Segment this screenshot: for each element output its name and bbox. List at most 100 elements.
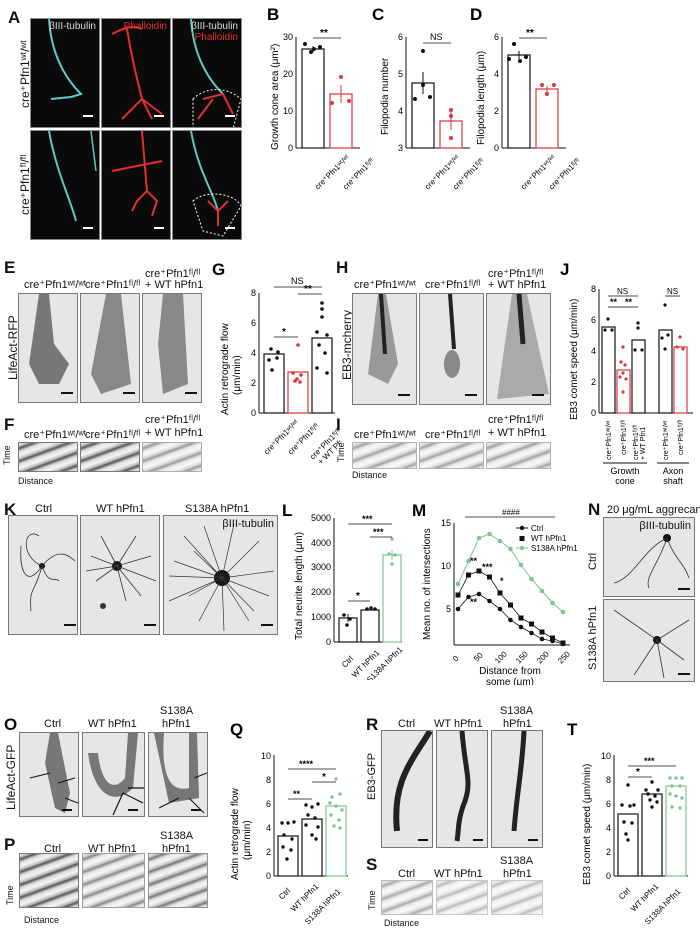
distance-axis-label: Distance [24,915,60,925]
svg-text:4: 4 [606,823,611,833]
svg-text:0: 0 [606,871,611,881]
micrograph-e-wt [18,293,78,403]
svg-text:100: 100 [493,649,509,665]
svg-text:Distance from: Distance from [479,666,541,677]
panel-label-n: N [588,500,601,519]
svg-text:6: 6 [494,32,499,42]
col-label: S138A [500,705,534,717]
svg-text:***: *** [482,562,493,572]
svg-text:Growth: Growth [610,466,639,476]
kymograph-s-wt [436,880,488,915]
row-label-eb3-gfp: EB3-GFP [366,752,378,800]
col-label: Ctrl [44,843,62,855]
col-label: hPfn1 [162,843,191,855]
row-label-s138a: S138A hPfn1 [587,605,599,670]
svg-text:2: 2 [266,847,271,857]
svg-text:4: 4 [266,823,271,833]
svg-text:####: #### [502,508,520,517]
svg-text:shaft: shaft [663,476,683,485]
svg-text:10: 10 [283,106,293,116]
svg-text:S138A hPfn1: S138A hPfn1 [531,544,578,553]
micrograph-o-ctrl [19,732,79,817]
col-label: WT hPfn1 [434,868,483,880]
svg-text:NS: NS [617,287,628,296]
col-label: hPfn1 [162,718,191,730]
svg-text:4: 4 [398,106,403,116]
micrograph-a-flfl-phalloidin [101,130,171,240]
svg-text:NS: NS [430,32,443,42]
micrograph-k-ctrl [8,515,78,635]
kymograph-f-wt [18,442,78,472]
col-label: cre⁺Pfn1ʷᵗ/ʷᵗ [24,279,87,291]
svg-text:250: 250 [556,649,572,665]
svg-text:10: 10 [441,561,451,571]
micrograph-n-s138a [603,599,695,682]
svg-text:200: 200 [535,649,551,665]
svg-text:WT hPfn1: WT hPfn1 [531,534,567,543]
kymograph-p-wt [82,853,145,908]
svg-text:4: 4 [494,69,499,79]
svg-text:M: M [412,501,426,520]
distance-axis-label: Distance [18,476,54,486]
col-label: + WT hPfn1 [488,279,547,291]
svg-text:0: 0 [266,871,271,881]
stain-label: βIII-tubulin [639,520,691,532]
svg-text:cre⁺Pfn1ʷᵗ/ʷᵗ: cre⁺Pfn1ʷᵗ/ʷᵗ [606,420,613,460]
svg-text:NS: NS [291,276,304,286]
svg-text:150: 150 [514,649,530,665]
stain-label: Phalloidin [194,32,238,43]
kymograph-p-ctrl [19,853,79,908]
col-label: cre⁺Pfn1ᶠˡ/ᶠˡ [145,268,201,280]
svg-text:*: * [356,591,360,602]
svg-text:some (μm): some (μm) [486,677,534,685]
svg-text:Total neurite length (μm): Total neurite length (μm) [294,532,305,640]
svg-text:2: 2 [494,106,499,116]
svg-text:0: 0 [451,654,461,664]
n-title: 20 μg/mL aggrecan [607,504,700,516]
svg-text:3000: 3000 [311,562,331,572]
svg-text:Ctrl: Ctrl [277,886,292,901]
time-axis-label: Time [2,445,12,465]
svg-text:cone: cone [615,476,635,485]
panel-label-o: O [4,715,18,734]
svg-text:cre⁺Pfn1ᶠˡ/ᶠˡ: cre⁺Pfn1ᶠˡ/ᶠˡ [621,420,628,455]
panel-label-a: A [8,8,21,27]
svg-text:***: *** [644,756,655,766]
col-label: Ctrl [398,718,416,730]
time-axis-label: Time [367,890,377,910]
svg-text:Axon: Axon [663,466,684,476]
col-label: hPfn1 [503,868,532,880]
col-label: WT hPfn1 [434,718,483,730]
svg-text:4: 4 [251,348,256,358]
micrograph-k-s138a: βIII-tubulin [163,515,278,635]
micrograph-h-flfl [419,293,484,405]
svg-text:3: 3 [398,143,403,153]
svg-text:**: ** [526,28,534,39]
svg-text:Q: Q [230,720,243,739]
panel-label-k: K [4,500,17,519]
col-label: Ctrl [44,718,62,730]
col-label: WT hPfn1 [88,843,137,855]
col-label: WT hPfn1 [96,503,145,515]
row-label-lifeact-gfp: LifeAct-GFP [4,744,18,810]
micrograph-a-flfl-merge [172,130,242,240]
micrograph-o-s138a [148,732,208,817]
svg-text:***: *** [362,514,373,524]
svg-text:6: 6 [251,318,256,328]
svg-text:6: 6 [591,315,596,325]
svg-text:L: L [282,501,292,520]
stain-label: βIII-tubulin [49,21,96,32]
col-label: S138A [160,830,194,842]
svg-text:0: 0 [326,637,331,647]
col-label: cre⁺Pfn1ᶠˡ/ᶠˡ [488,414,544,426]
svg-text:T: T [567,720,578,739]
distance-axis-label: Distance [384,918,420,928]
svg-text:0: 0 [288,143,293,153]
panel-label-i: I [336,415,341,434]
panel-label-e: E [4,258,16,277]
kymograph-i-flfl [419,442,484,469]
micrograph-a-wt-merge: βIII-tubulin Phalloidin [172,18,242,128]
kymograph-i-rescue [486,442,551,469]
svg-text:10: 10 [601,751,611,761]
